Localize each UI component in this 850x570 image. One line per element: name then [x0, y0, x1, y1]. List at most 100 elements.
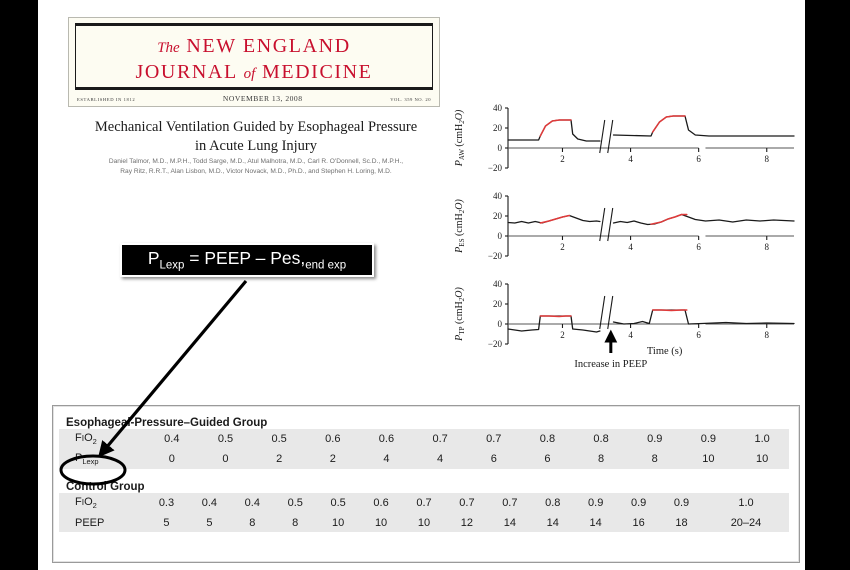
axis-break-mark [607, 295, 614, 330]
table-cell: 6 [520, 449, 575, 470]
x-tick-label: 2 [560, 154, 565, 164]
masthead-of: of [243, 66, 256, 82]
table-cell: 0.6 [359, 493, 403, 514]
table-cell: 0.8 [531, 493, 575, 514]
table-cell: 4 [413, 449, 467, 470]
masthead-journal: JOURNAL [135, 61, 238, 83]
table-cell: 0.3 [145, 493, 188, 514]
table-cell: 10 [681, 449, 736, 470]
axis-break-mark [599, 295, 606, 330]
formula-callout-box: PLexp = PEEP – Pes,end exp [120, 243, 374, 277]
table-cell: 18 [660, 513, 703, 532]
table-cell: 5 [145, 513, 188, 532]
table-cell: 0.4 [145, 429, 199, 450]
y-tick-label: 20 [493, 211, 503, 221]
table-row: PEEP 5 5 8 8 10 10 10 12 14 14 14 16 18 20–24 [59, 513, 789, 532]
table-cell: 5 [187, 513, 231, 532]
y-tick-label: 20 [493, 123, 503, 133]
table-cell: 0.7 [466, 429, 521, 450]
x-tick-label: 6 [696, 154, 701, 164]
chart-panel-esophageal-pressure: PES (cmH2O) 40 20 0 −20 2 4 6 8 [454, 191, 795, 261]
series-inspiration-highlight-1 [539, 214, 571, 224]
row-label-PLexp: PLexp [59, 449, 145, 470]
series-inspiration-highlight-1 [539, 315, 572, 318]
table-cell: 4 [359, 449, 414, 470]
x-tick-label: 2 [560, 330, 565, 340]
article-title: Mechanical Ventilation Guided by Esophag… [56, 118, 456, 156]
series-inspiration-highlight-2 [651, 309, 688, 312]
table-cell: 0.5 [273, 493, 317, 514]
formula-p: P [147, 248, 160, 269]
table-cell: 0.9 [574, 493, 618, 514]
table-cell: 0.8 [520, 429, 575, 450]
article-authors-line2: Ray Ritz, R.R.T., Alan Lisbon, M.D., Vic… [120, 168, 392, 176]
masthead-footer: ESTABLISHED IN 1812 NOVEMBER 13, 2008 VO… [77, 94, 431, 103]
table-cell: 0.4 [230, 493, 274, 514]
masthead-issue-date: NOVEMBER 13, 2008 [222, 94, 303, 103]
table-cell: 0.9 [627, 429, 682, 450]
table-cell: 2 [305, 449, 360, 470]
table-cell: 0.5 [198, 429, 253, 450]
masthead-volume-number: VOL. 359 NO. 20 [390, 97, 431, 102]
table-cell: 0.4 [187, 493, 231, 514]
table-cell: 10 [402, 513, 446, 532]
increase-peep-label: Increase in PEEP [574, 359, 647, 370]
table-cell: 14 [531, 513, 575, 532]
row-label-FIO2: FIO2 [59, 493, 145, 514]
article-title-line2: in Acute Lung Injury [194, 138, 318, 155]
y-tick-label: 0 [498, 231, 503, 241]
masthead-title-line1: The NEW ENGLAND [76, 35, 432, 58]
article-authors-line1: Daniel Talmor, M.D., M.P.H., Todd Sarge,… [108, 158, 404, 165]
table-cell: 14 [574, 513, 618, 532]
table-cell: 0 [198, 449, 253, 470]
series-baseline-PEEP-breath [507, 119, 601, 142]
journal-masthead: The NEW ENGLAND JOURNAL of MEDICINE ESTA… [68, 17, 440, 107]
table-cell: 8 [574, 449, 628, 470]
table-cell: 0.7 [402, 493, 446, 514]
y-tick-label: −20 [488, 339, 503, 349]
x-tick-label: 6 [696, 242, 701, 252]
table-row: PLexp 0 0 2 2 4 4 6 6 8 8 10 10 [59, 449, 789, 470]
ventilation-protocol-table-panel: Esophageal-Pressure–Guided Group FIO2 0.4… [52, 405, 800, 563]
y-tick-label: −20 [488, 251, 503, 261]
y-axis-label: PAW (cmH2O) [454, 109, 466, 167]
masthead-new-england: NEW ENGLAND [186, 35, 351, 57]
x-tick-label: 8 [765, 330, 770, 340]
group-title-esophageal: Esophageal-Pressure–Guided Group [66, 417, 268, 429]
y-tick-label: 0 [498, 143, 503, 153]
formula-sub-lexp: Lexp [159, 259, 185, 272]
table-cell: 10 [316, 513, 360, 532]
group-title-control: Control Group [66, 481, 145, 494]
table-cell: 20–24 [702, 513, 789, 532]
x-tick-label: 4 [628, 154, 633, 164]
y-tick-label: 40 [493, 191, 503, 201]
table-cell: 6 [466, 449, 521, 470]
x-tick-label: 4 [628, 330, 633, 340]
series-inspiration-highlight-2 [651, 115, 686, 133]
axis-break-mark [607, 119, 614, 154]
table-cell: 0.6 [359, 429, 414, 450]
masthead-the: The [157, 40, 180, 56]
series-higher-PEEP-breath [612, 115, 795, 137]
x-tick-label: 8 [765, 242, 770, 252]
table-cell: 0.5 [316, 493, 360, 514]
table-cell: 1.0 [735, 429, 789, 450]
series-inspiration-highlight-2 [650, 213, 688, 225]
formula-sub-endexp: end exp [305, 259, 347, 272]
table-cell: 0.9 [660, 493, 703, 514]
table-cell: 1.0 [702, 493, 789, 514]
table-row: FIO2 0.4 0.5 0.5 0.6 0.6 0.7 0.7 0.8 0.8 0.9 0.9 1.0 [59, 429, 789, 450]
axis-break-mark [599, 207, 606, 242]
table-row: FIO2 0.3 0.4 0.4 0.5 0.5 0.6 0.7 0.7 0.7 0.8 0.9 0.9… [59, 493, 789, 514]
table-cell: 0 [145, 449, 199, 470]
table-cell: 0.5 [252, 429, 306, 450]
table-control-group: FIO2 0.3 0.4 0.4 0.5 0.5 0.6 0.7 0.7 0.7 0.8 0.9 0.9… [59, 493, 789, 532]
y-axis-label: PES (cmH2O) [454, 199, 466, 254]
masthead-frame: The NEW ENGLAND JOURNAL of MEDICINE [75, 23, 433, 90]
table-cell: 8 [273, 513, 317, 532]
masthead-established: ESTABLISHED IN 1812 [77, 97, 136, 102]
series-inspiration-highlight-1 [539, 119, 572, 137]
y-tick-label: 40 [493, 103, 503, 113]
chart-panel-airway-pressure: PAW (cmH2O) 40 20 0 −20 2 4 6 8 [454, 103, 795, 173]
y-tick-label: 0 [498, 319, 503, 329]
